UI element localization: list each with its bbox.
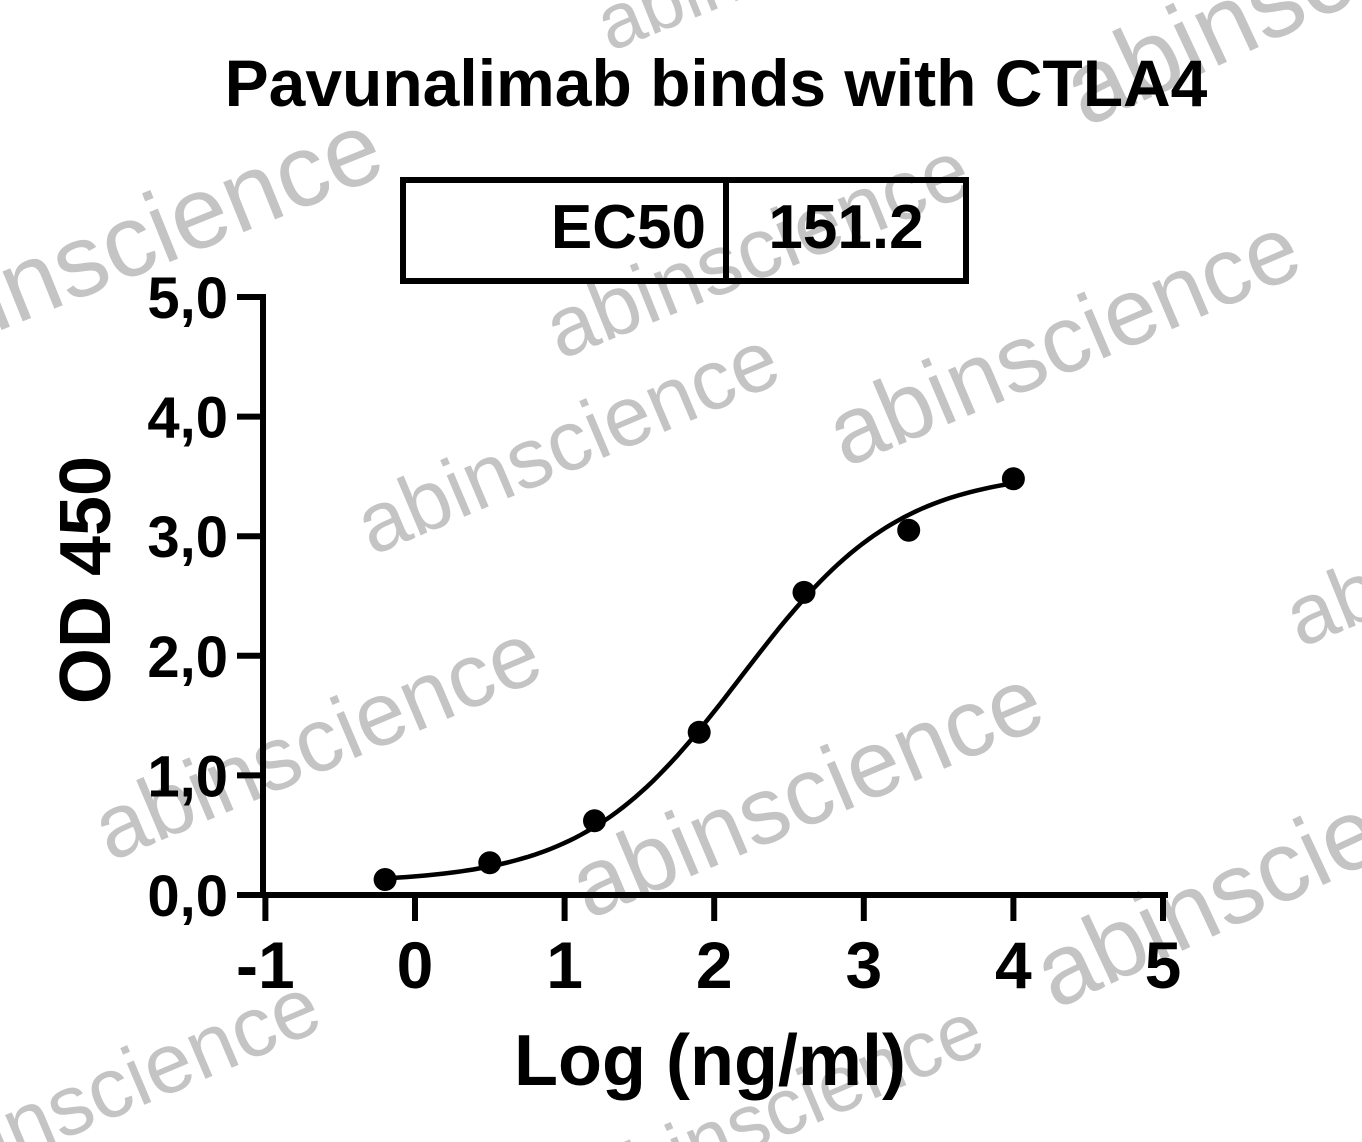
y-axis-tick-label: 3,0 (147, 505, 228, 570)
data-point (583, 809, 606, 833)
y-axis-title: OD 450 (46, 456, 126, 704)
data-point (373, 868, 397, 891)
y-axis-tick-label: 5,0 (147, 266, 228, 331)
y-axis-tick-label: 1,0 (147, 744, 228, 809)
x-axis-tick-label: 2 (696, 928, 733, 1002)
ec50-label: EC50 (551, 193, 706, 262)
x-axis-tick-label: 0 (397, 928, 434, 1002)
watermark-text: abinscience (1272, 409, 1362, 665)
x-axis-tick-label: 1 (546, 928, 583, 1002)
data-point (792, 580, 816, 604)
x-axis-tick-label: 3 (845, 928, 882, 1002)
data-points (373, 467, 1025, 891)
watermark-text: abinscience (1017, 705, 1362, 1030)
y-axis-tick-label: 0,0 (147, 864, 228, 929)
axes: 0,0 1,0 2,0 3,0 4,0 5,0 -1 0 1 2 3 4 5 (147, 266, 1181, 1002)
x-axis-tick-label: -1 (236, 928, 295, 1002)
data-point (687, 720, 711, 744)
y-axis-tick-label: 4,0 (147, 386, 228, 451)
watermark-text: abinscience (0, 505, 8, 830)
chart-title: Pavunalimab binds with CTLA4 (225, 46, 1208, 120)
data-point (1001, 467, 1025, 491)
x-axis-title: Log (ng/ml) (514, 1021, 906, 1101)
ec50-table: EC50 151.2 (400, 177, 969, 284)
ec50-table-border (400, 177, 969, 284)
data-point (478, 851, 502, 875)
watermark-text: abinscience (0, 88, 398, 395)
data-point (897, 518, 921, 542)
ec50-value: 151.2 (768, 193, 923, 262)
x-axis-tick-label: 5 (1145, 928, 1182, 1002)
y-axis-tick-label: 2,0 (147, 625, 228, 690)
x-axis-tick-label: 4 (995, 928, 1032, 1002)
